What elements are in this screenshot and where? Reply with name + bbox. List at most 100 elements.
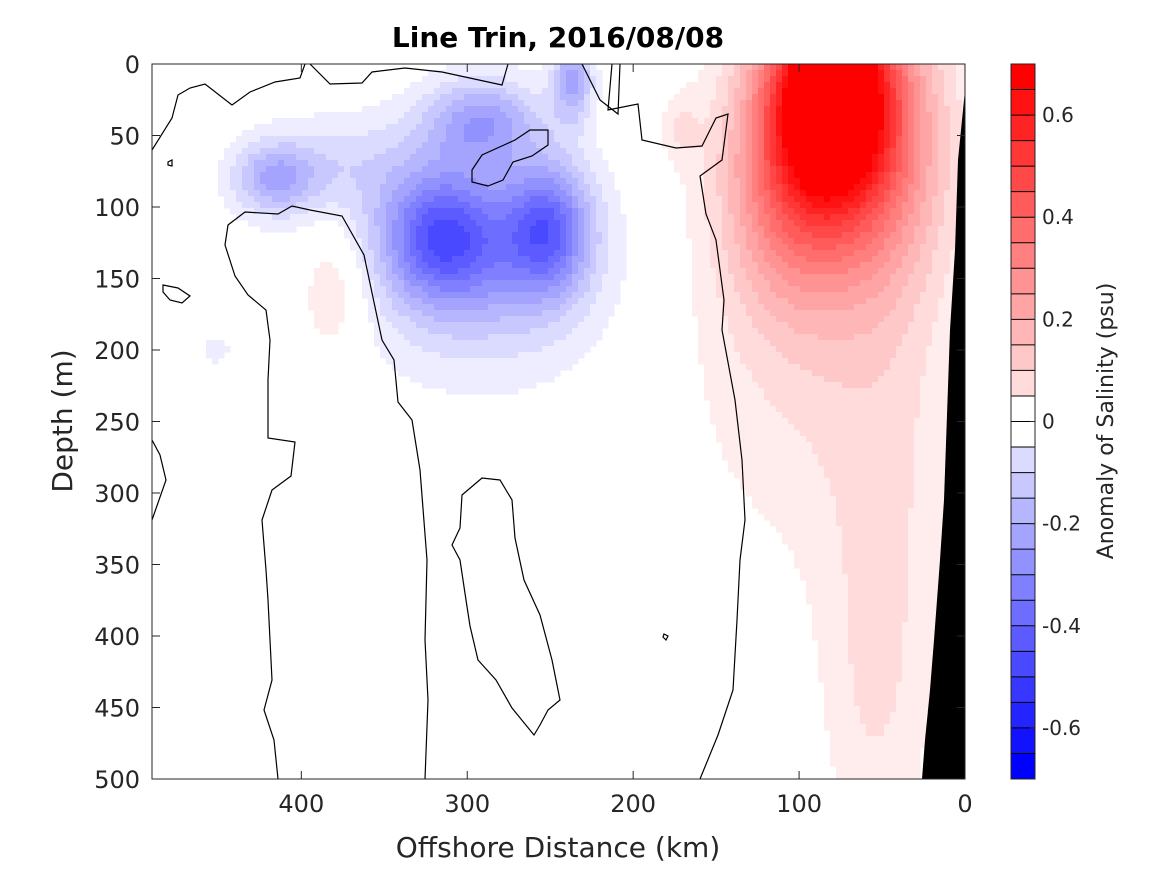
contour-cell — [602, 280, 609, 287]
contour-cell — [596, 184, 603, 191]
contour-cell — [506, 382, 513, 389]
contour-cell — [764, 382, 771, 389]
contour-cell — [818, 184, 825, 191]
contour-cell — [746, 160, 753, 167]
contour-cell — [332, 184, 339, 191]
contour-cell — [788, 430, 795, 437]
contour-cell — [854, 412, 861, 419]
contour-cell — [764, 484, 771, 491]
contour-cell — [776, 106, 783, 113]
contour-cell — [818, 478, 825, 485]
contour-cell — [272, 136, 279, 143]
contour-cell — [494, 214, 501, 221]
contour-cell — [800, 250, 807, 257]
contour-cell — [818, 310, 825, 317]
contour-cell — [782, 172, 789, 179]
contour-cell — [392, 358, 399, 365]
contour-cell — [422, 136, 429, 143]
contour-cell — [554, 238, 561, 245]
contour-cell — [596, 256, 603, 263]
contour-cell — [362, 136, 369, 143]
contour-cell — [548, 310, 555, 317]
contour-cell — [704, 322, 711, 329]
contour-cell — [494, 274, 501, 281]
contour-cell — [530, 172, 537, 179]
contour-cell — [620, 262, 627, 269]
contour-cell — [494, 376, 501, 383]
contour-cell — [692, 262, 699, 269]
contour-cell — [836, 184, 843, 191]
contour-cell — [512, 82, 519, 89]
contour-cell — [824, 112, 831, 119]
contour-cell — [260, 190, 267, 197]
contour-cell — [854, 382, 861, 389]
contour-cell — [530, 358, 537, 365]
contour-cell — [806, 502, 813, 509]
contour-cell — [752, 226, 759, 233]
contour-cell — [518, 358, 525, 365]
contour-cell — [824, 628, 831, 635]
contour-cell — [326, 160, 333, 167]
contour-cell — [404, 268, 411, 275]
contour-cell — [722, 118, 729, 125]
contour-cell — [842, 520, 849, 527]
contour-cell — [794, 442, 801, 449]
contour-cell — [806, 382, 813, 389]
contour-cell — [380, 208, 387, 215]
contour-cell — [518, 256, 525, 263]
contour-cell — [800, 328, 807, 335]
contour-cell — [782, 238, 789, 245]
contour-cell — [590, 178, 597, 185]
contour-cell — [440, 292, 447, 299]
contour-cell — [572, 70, 579, 77]
contour-cell — [542, 364, 549, 371]
contour-cell — [548, 166, 555, 173]
contour-cell — [320, 304, 327, 311]
contour-cell — [758, 382, 765, 389]
contour-cell — [452, 298, 459, 305]
contour-cell — [350, 148, 357, 155]
contour-cell — [314, 142, 321, 149]
contour-cell — [416, 214, 423, 221]
contour-cell — [488, 298, 495, 305]
contour-cell — [464, 214, 471, 221]
contour-cell — [722, 382, 729, 389]
contour-cell — [842, 70, 849, 77]
contour-cell — [794, 424, 801, 431]
contour-cell — [554, 142, 561, 149]
contour-cell — [524, 118, 531, 125]
contour-cell — [788, 406, 795, 413]
contour-cell — [302, 196, 309, 203]
contour-cell — [440, 346, 447, 353]
contour-cell — [470, 262, 477, 269]
contour-cell — [422, 262, 429, 269]
contour-cell — [758, 130, 765, 137]
contour-cell — [548, 100, 555, 107]
contour-cell — [584, 346, 591, 353]
contour-cell — [206, 352, 213, 359]
contour-cell — [524, 316, 531, 323]
contour-cell — [830, 622, 837, 629]
contour-cell — [482, 370, 489, 377]
contour-cell — [698, 352, 705, 359]
contour-cell — [824, 160, 831, 167]
contour-cell — [554, 118, 561, 125]
contour-cell — [392, 316, 399, 323]
contour-cell — [824, 544, 831, 551]
contour-cell — [572, 220, 579, 227]
contour-cell — [818, 412, 825, 419]
contour-cell — [764, 364, 771, 371]
contour-cell — [530, 298, 537, 305]
contour-cell — [362, 202, 369, 209]
contour-cell — [452, 292, 459, 299]
contour-cell — [482, 148, 489, 155]
contour-cell — [302, 148, 309, 155]
contour-cell — [824, 556, 831, 563]
contour-cell — [824, 310, 831, 317]
contour-cell — [542, 334, 549, 341]
contour-cell — [254, 190, 261, 197]
contour-cell — [740, 328, 747, 335]
contour-cell — [266, 148, 273, 155]
contour-cell — [740, 184, 747, 191]
contour-cell — [518, 178, 525, 185]
